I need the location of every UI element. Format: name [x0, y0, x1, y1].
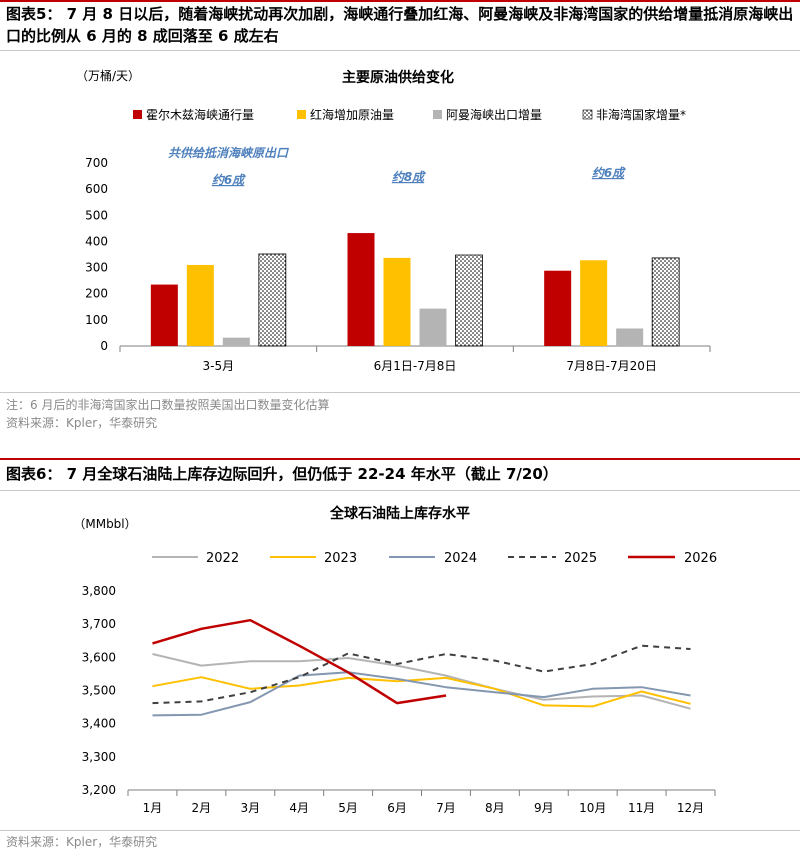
annotation-ratio-3: 约6成 [592, 166, 626, 180]
annotation-offset-title: 共供给抵消海峡原出口 [168, 146, 290, 160]
figure6-caption: 图表6： 7 月全球石油陆上库存边际回升，但仍低于 22-24 年水平（截止 7… [6, 465, 558, 483]
x-category-label: 6月1日-7月8日 [374, 359, 457, 373]
x-category-label: 7月8日-7月20日 [566, 359, 657, 373]
y-tick-label: 3,200 [82, 783, 116, 797]
series-line-2025 [152, 644, 691, 705]
legend-label-hormuz: 霍尔木兹海峡通行量 [146, 107, 254, 122]
y-tick-label: 3,600 [82, 650, 116, 664]
bar-1-2 [347, 233, 375, 346]
legend-label-2024: 2024 [444, 551, 477, 566]
y-tick-label: 3,400 [82, 717, 116, 731]
figure5-source: 资料来源：Kpler，华泰研究 [6, 416, 158, 430]
y-tick-label: 400 [85, 234, 108, 248]
y-tick-label: 3,800 [82, 584, 116, 598]
bar-4-1 [258, 253, 287, 347]
figure5-bottom-divider [0, 392, 800, 393]
x-category-label: 3-5月 [203, 359, 235, 373]
figure5-bar-chart: （万桶/天） 主要原油供给变化 霍尔木兹海峡通行量 红海增加原油量 阿曼海峡出口… [76, 68, 711, 373]
annotation-ratio-1: 约6成 [212, 173, 246, 187]
legend-swatch-nongulf [582, 109, 593, 120]
bar-4-2 [455, 254, 483, 347]
figure5-chart-title: 主要原油供给变化 [342, 69, 454, 86]
figure6-source: 资料来源：Kpler，华泰研究 [6, 835, 158, 849]
figure6-y-unit: （MMbbl） [73, 517, 136, 531]
figure6-caption-divider [0, 490, 800, 491]
legend-swatch-redsea [297, 110, 306, 119]
top-rule [0, 0, 800, 2]
figure5-note: 注：6 月后的非海湾国家出口数量按照美国出口数量变化估算 [6, 398, 330, 412]
figure5-caption-divider [0, 50, 800, 51]
x-month-label: 1月 [143, 801, 163, 815]
series-line-2022 [152, 653, 691, 710]
figure6-bottom-divider [0, 830, 800, 831]
y-tick-label: 700 [85, 156, 108, 170]
y-tick-label: 200 [85, 287, 108, 301]
series-line-2023 [152, 676, 691, 708]
bar-2-2 [383, 257, 411, 346]
y-tick-label: 500 [85, 208, 108, 222]
bar-3-3 [616, 328, 644, 346]
legend-swatch-hormuz [133, 110, 142, 119]
y-tick-label: 600 [85, 182, 108, 196]
y-tick-label: 0 [100, 339, 108, 353]
x-month-label: 10月 [579, 801, 606, 815]
legend-label-redsea: 红海增加原油量 [310, 107, 394, 122]
bar-1-1 [150, 284, 178, 346]
bar-4-3 [651, 257, 680, 347]
x-month-label: 4月 [289, 801, 309, 815]
legend-label-2023: 2023 [324, 551, 357, 566]
figure6-legend: 2022 2023 2024 2025 2026 [152, 551, 717, 566]
x-month-label: 8月 [485, 801, 505, 815]
y-tick-label: 300 [85, 261, 108, 275]
x-month-label: 5月 [338, 801, 358, 815]
figure6-chart-title: 全球石油陆上库存水平 [329, 505, 470, 522]
y-tick-label: 3,700 [82, 617, 116, 631]
figure5-y-unit: （万桶/天） [76, 68, 140, 83]
bar-1-3 [544, 270, 572, 346]
legend-swatch-oman [433, 110, 442, 119]
figure5-legend: 霍尔木兹海峡通行量 红海增加原油量 阿曼海峡出口增量 非海湾国家增量* [133, 107, 686, 122]
x-month-label: 6月 [387, 801, 407, 815]
figure6-top-rule [0, 458, 800, 460]
y-tick-label: 3,300 [82, 750, 116, 764]
figure6-line-chart: （MMbbl） 全球石油陆上库存水平 2022 2023 2024 2025 2… [73, 505, 717, 815]
x-month-label: 12月 [677, 801, 704, 815]
legend-label-2022: 2022 [206, 551, 239, 566]
figure5-caption: 图表5： 7 月 8 日以后，随着海峡扰动再次加剧，海峡通行叠加红海、阿曼海峡及… [6, 5, 794, 45]
annotation-ratio-2: 约8成 [392, 170, 426, 184]
legend-label-nongulf: 非海湾国家增量* [596, 107, 686, 122]
x-month-label: 2月 [192, 801, 212, 815]
bar-2-1 [186, 264, 214, 346]
x-month-label: 7月 [436, 801, 456, 815]
y-tick-label: 100 [85, 313, 108, 327]
x-month-label: 9月 [534, 801, 554, 815]
x-month-label: 3月 [240, 801, 260, 815]
legend-label-oman: 阿曼海峡出口增量 [446, 107, 542, 122]
bar-2-3 [580, 260, 608, 346]
legend-label-2026: 2026 [684, 551, 717, 566]
x-month-label: 11月 [628, 801, 655, 815]
legend-label-2025: 2025 [564, 551, 597, 566]
series-line-2026 [152, 618, 447, 705]
bar-3-1 [222, 337, 250, 346]
y-tick-label: 3,500 [82, 684, 116, 698]
series-line-2024 [152, 671, 691, 717]
bar-3-2 [419, 308, 447, 346]
